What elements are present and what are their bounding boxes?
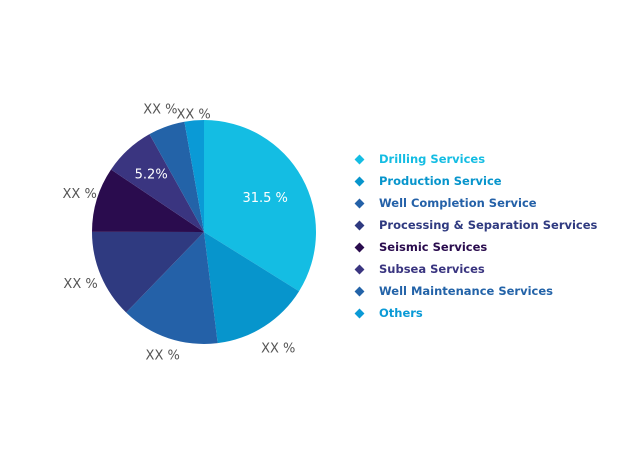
pie-slice-1 bbox=[204, 232, 300, 344]
slice-label: XX % bbox=[63, 187, 97, 202]
pie-slice-3 bbox=[92, 231, 204, 313]
slice-label: XX % bbox=[146, 348, 180, 363]
diamond-icon bbox=[354, 220, 365, 230]
legend-item: Well Maintenance Services bbox=[354, 280, 597, 302]
legend: Drilling Services Production Service Well … bbox=[354, 148, 597, 324]
legend-label: Others bbox=[379, 306, 423, 320]
slice-label: XX % bbox=[261, 341, 295, 356]
legend-item: Production Service bbox=[354, 170, 597, 192]
legend-label: Well Completion Service bbox=[379, 196, 537, 210]
slice-label: 31.5 % bbox=[242, 191, 287, 206]
legend-item: Others bbox=[354, 302, 597, 324]
pie-slice-5 bbox=[111, 134, 204, 232]
legend-item: Well Completion Service bbox=[354, 192, 597, 214]
legend-item: Drilling Services bbox=[354, 148, 597, 170]
diamond-icon bbox=[354, 154, 365, 164]
pie-slice-7 bbox=[184, 120, 204, 232]
diamond-icon bbox=[354, 286, 365, 296]
diamond-icon bbox=[354, 242, 365, 252]
legend-item: Processing & Separation Services bbox=[354, 214, 597, 236]
legend-label: Seismic Services bbox=[379, 240, 488, 254]
legend-label: Processing & Separation Services bbox=[379, 218, 598, 232]
legend-item: Subsea Services bbox=[354, 258, 597, 280]
pie-slice-2 bbox=[126, 232, 218, 345]
diamond-icon bbox=[354, 264, 365, 274]
legend-label: Well Maintenance Services bbox=[379, 284, 553, 298]
legend-label: Subsea Services bbox=[379, 262, 485, 276]
slice-label: XX % bbox=[143, 103, 177, 118]
legend-label: Drilling Services bbox=[379, 152, 486, 166]
slice-label: 5.2% bbox=[135, 168, 168, 183]
pie-slice-4 bbox=[92, 169, 204, 232]
slice-label: XX % bbox=[176, 107, 210, 122]
pie-slice-0 bbox=[204, 120, 316, 292]
diamond-icon bbox=[354, 198, 365, 208]
pie-slice-6 bbox=[149, 121, 204, 232]
diamond-icon bbox=[354, 308, 365, 318]
legend-label: Production Service bbox=[379, 174, 502, 188]
legend-item: Seismic Services bbox=[354, 236, 597, 258]
diamond-icon bbox=[354, 176, 365, 186]
slice-label: XX % bbox=[63, 277, 97, 292]
